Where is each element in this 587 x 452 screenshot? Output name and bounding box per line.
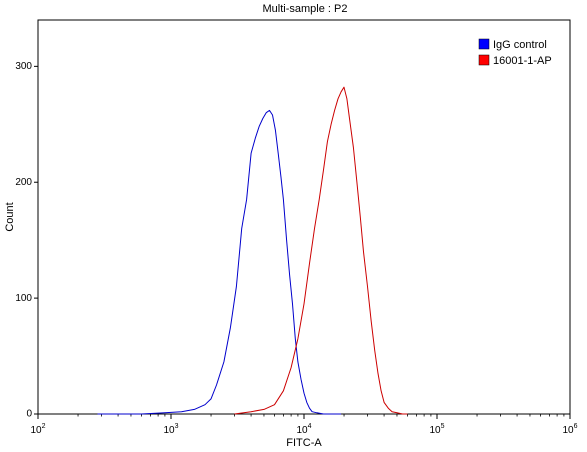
x-tick-label-2: 104: [296, 423, 311, 436]
legend-label-16001-1-ap: 16001-1-AP: [493, 55, 552, 67]
y-tick-label-0: 0: [26, 409, 32, 420]
legend: IgG control 16001-1-AP: [478, 38, 552, 67]
x-tick-label-4: 106: [562, 423, 577, 436]
y-axis-title: Count: [4, 202, 16, 231]
x-axis-title: FITC-A: [286, 437, 322, 449]
legend-label-igg-control: IgG control: [493, 39, 547, 51]
plot-area: [37, 19, 571, 415]
y-axis-ticks: 0 100 200 300: [15, 61, 38, 420]
series-line-1: [234, 86, 408, 415]
series-line-0: [97, 109, 342, 415]
x-tick-label-0: 102: [30, 423, 45, 436]
y-tick-label-1: 100: [15, 293, 32, 304]
legend-swatch-16001-1-ap: [478, 54, 490, 66]
legend-swatch-igg-control: [478, 38, 490, 50]
x-axis-ticks: 102 103 104 105 106: [30, 414, 578, 436]
x-tick-label-1: 103: [163, 423, 178, 436]
y-tick-label-3: 300: [15, 61, 32, 72]
series-layer: [97, 86, 408, 415]
y-tick-label-2: 200: [15, 177, 32, 188]
x-tick-label-3: 105: [429, 423, 444, 436]
chart-title: Multi-sample : P2: [263, 3, 348, 15]
